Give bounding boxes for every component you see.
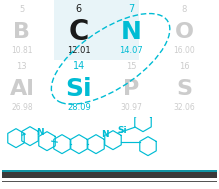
Text: 6: 6 (76, 4, 82, 14)
Text: N: N (36, 128, 44, 137)
Text: 14.07: 14.07 (120, 46, 143, 55)
Text: N: N (121, 20, 142, 44)
Bar (2, 170, 217, 178)
Text: C: C (69, 18, 89, 46)
Text: B: B (13, 22, 30, 42)
Text: 30.97: 30.97 (120, 103, 142, 112)
Text: 10.81: 10.81 (11, 46, 33, 55)
Text: 13: 13 (17, 62, 27, 71)
Text: 12.01: 12.01 (67, 46, 91, 55)
Text: 7: 7 (128, 4, 134, 14)
Text: 32.06: 32.06 (173, 103, 195, 112)
Text: 15: 15 (126, 62, 137, 71)
Text: Si: Si (65, 77, 92, 101)
Text: N: N (101, 130, 109, 139)
Text: 5: 5 (19, 5, 25, 14)
Text: 16: 16 (179, 62, 189, 71)
Text: P: P (123, 79, 140, 99)
Text: 26.98: 26.98 (11, 103, 33, 112)
Text: 16.00: 16.00 (173, 46, 195, 55)
Bar (2, 170, 217, 172)
Text: 28.09: 28.09 (67, 103, 91, 112)
Text: Si: Si (117, 126, 127, 135)
Text: O: O (175, 22, 193, 42)
Text: S: S (176, 79, 192, 99)
Text: Al: Al (9, 79, 34, 99)
Text: 14: 14 (73, 61, 85, 71)
Bar (2, 180, 217, 182)
Bar (54, 0, 139, 60)
Text: 8: 8 (181, 5, 187, 14)
